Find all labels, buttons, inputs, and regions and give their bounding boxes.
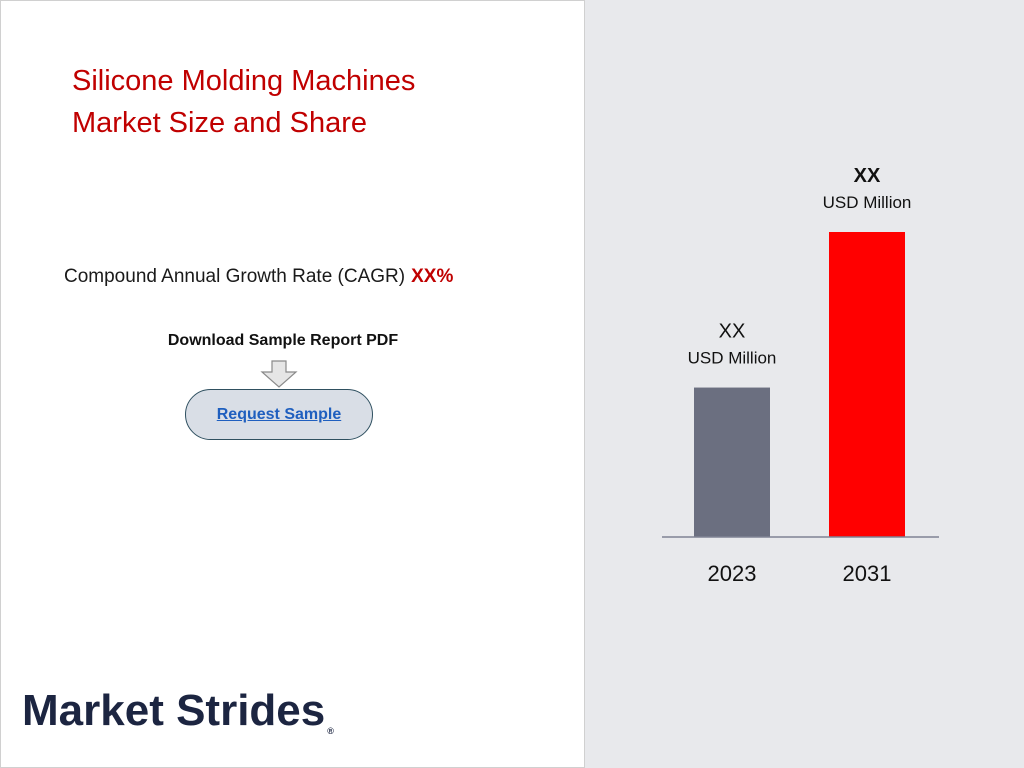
- page-title: Silicone Molding Machines Market Size an…: [72, 60, 552, 144]
- left-panel: [0, 0, 585, 768]
- data-label-unit-2031: USD Million: [823, 193, 912, 212]
- bar-2031: [829, 232, 905, 537]
- cagr-label: Compound Annual Growth Rate (CAGR): [64, 266, 406, 287]
- chart-panel: [585, 0, 1024, 768]
- bar-chart: XX USD Million 2023 XX USD Million 2031: [662, 165, 939, 586]
- request-sample-button[interactable]: Request Sample: [185, 389, 373, 440]
- title-line-1: Silicone Molding Machines: [72, 65, 416, 97]
- data-label-unit-2023: USD Million: [688, 349, 777, 368]
- cagr-text: Compound Annual Growth Rate (CAGR) XX%: [64, 266, 564, 288]
- x-tick-label-2023: 2023: [708, 561, 757, 586]
- registered-mark: ®: [327, 726, 334, 736]
- download-sample-label: Download Sample Report PDF: [167, 332, 399, 349]
- cagr-value: XX%: [411, 266, 454, 287]
- bar-2023: [694, 387, 770, 537]
- market-strides-logo: Market Strides ®: [22, 686, 334, 736]
- request-sample-link[interactable]: Request Sample: [216, 405, 342, 423]
- data-label-value-2031: XX: [854, 165, 881, 187]
- logo-text: Market Strides: [22, 686, 326, 735]
- x-tick-label-2031: 2031: [843, 561, 892, 586]
- down-arrow-icon: [260, 360, 298, 388]
- title-line-2: Market Size and Share: [72, 107, 367, 139]
- data-label-value-2023: XX: [719, 321, 746, 343]
